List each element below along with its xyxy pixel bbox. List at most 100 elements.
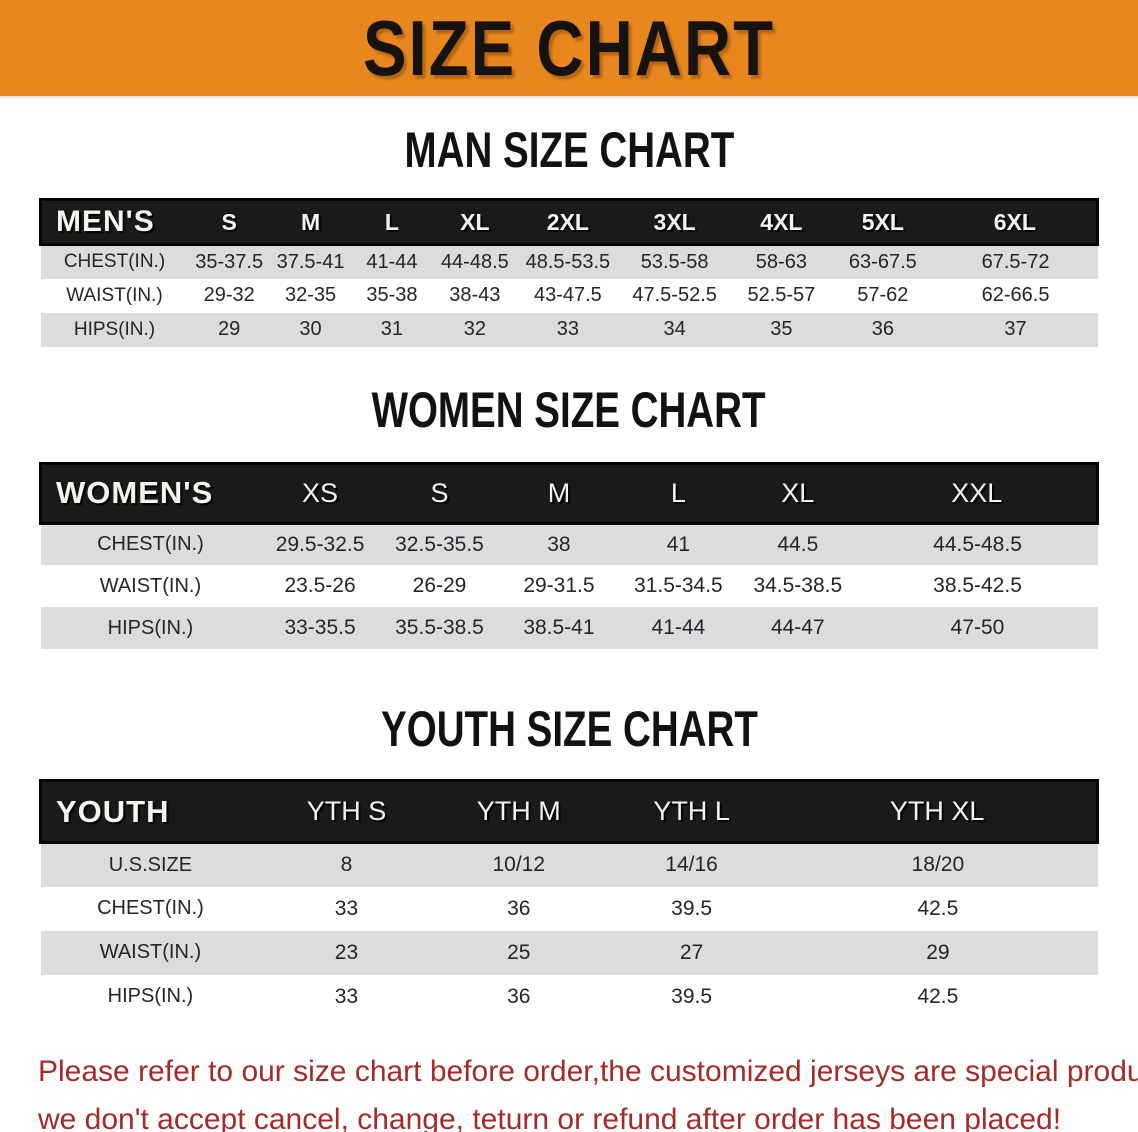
size-value: 33-35.5	[284, 616, 356, 639]
measure-row: WAIST(IN.) 29-32 32-35 35-38 38-43 43-47.5 47.…	[40, 278, 1098, 313]
size-value: 35.5-38.5	[395, 616, 484, 639]
size-value: 10/12	[492, 853, 546, 877]
size-value: 29.5-32.5	[275, 532, 365, 556]
measure-label: HIPS(IN.)	[107, 985, 194, 1007]
size-value: 37	[1004, 318, 1027, 340]
women-size-table: WOMEN'S XS S M L XL XXL CHEST(IN.) 29.5-32.5 32.5…	[39, 461, 1099, 649]
youth-section-heading: YOUTH SIZE CHART	[0, 704, 1138, 754]
size-column-header: L	[618, 461, 739, 525]
size-value: 34.5-38.5	[753, 574, 843, 597]
size-table-header-row: YOUTH YTH S YTH M YTH L YTH XL	[39, 779, 1100, 844]
size-column-header: XL	[432, 198, 518, 246]
size-column-header: 6XL	[933, 198, 1099, 246]
size-value: 23.5-26	[284, 574, 356, 597]
measure-label: WAIST(IN.)	[99, 574, 202, 597]
men-size-table: MEN'S S M L XL 2XL 3XL 4XL 5XL 6XL CHEST(IN.) 35-37…	[39, 198, 1099, 347]
size-value: 31.5-34.5	[634, 574, 723, 597]
measure-row: HIPS(IN.) 29 30 31 32 33 34 35 36 37	[40, 312, 1098, 347]
measure-label: WAIST(IN.)	[99, 941, 202, 963]
size-value: 58-63	[755, 250, 807, 273]
women-section-heading: WOMEN SIZE CHART	[0, 384, 1138, 434]
order-policy-note-line1: Please refer to our size chart before or…	[38, 1054, 1138, 1088]
size-table-header-row: WOMEN'S XS S M L XL XXL	[39, 461, 1099, 525]
size-column-header: S	[379, 461, 500, 525]
size-value: 47.5-52.5	[632, 284, 717, 306]
measure-row: WAIST(IN.) 23.5-26 26-29 29-31.5 31.5-34.5 34…	[40, 565, 1098, 607]
size-value: 35-38	[366, 284, 418, 306]
measure-label: HIPS(IN.)	[73, 318, 156, 340]
size-column-header: L	[351, 198, 433, 246]
size-value: 38.5-41	[523, 616, 595, 639]
size-value: 67.5-72	[981, 250, 1050, 273]
size-column-header: YTH M	[432, 779, 605, 844]
size-table-header-row: MEN'S S M L XL 2XL 3XL 4XL 5XL 6XL	[39, 198, 1099, 246]
size-value: 41	[666, 532, 691, 556]
size-value: 41-44	[366, 250, 418, 273]
size-value: 42.5	[917, 896, 959, 920]
size-column-header: M	[269, 198, 352, 246]
size-value: 29	[218, 318, 241, 340]
size-value: 29-32	[203, 284, 255, 306]
measure-row: U.S.SIZE 8 10/12 14/16 18/20	[40, 842, 1098, 887]
size-column-header: YTH L	[604, 779, 779, 844]
size-value: 31	[380, 318, 404, 340]
order-policy-note: Please refer to our size chart before or…	[0, 1048, 1138, 1132]
size-column-header: YTH XL	[778, 779, 1100, 844]
size-value: 32.5-35.5	[395, 532, 484, 556]
size-value: 44-48.5	[440, 250, 509, 273]
size-value: 33	[556, 318, 579, 340]
size-value: 35-37.5	[195, 250, 264, 273]
size-value: 53.5-58	[640, 250, 709, 273]
men-section-heading: MAN SIZE CHART	[0, 125, 1138, 175]
size-value: 30	[299, 318, 322, 340]
size-column-header: 5XL	[832, 198, 934, 246]
measure-label: CHEST(IN.)	[97, 897, 204, 919]
size-chart-banner: SIZE CHART	[0, 0, 1138, 98]
size-column-header: S	[188, 198, 270, 246]
men-section-heading-text: MAN SIZE CHART	[404, 121, 734, 178]
size-value: 41-44	[651, 616, 706, 639]
size-value: 35	[770, 318, 793, 340]
size-value: 38-43	[449, 284, 501, 306]
size-value: 34	[663, 318, 686, 340]
size-value: 38.5-42.5	[933, 574, 1022, 597]
size-value: 44.5-48.5	[933, 532, 1022, 556]
size-column-header: 2XL	[517, 198, 619, 246]
size-value: 37.5-41	[276, 250, 345, 273]
size-value: 14/16	[665, 853, 718, 877]
size-value: 33	[334, 896, 359, 920]
size-value: 8	[340, 853, 353, 877]
size-value: 32-35	[284, 284, 337, 306]
size-value: 62-66.5	[981, 284, 1050, 306]
measure-label: U.S.SIZE	[108, 853, 193, 876]
size-value: 63-67.5	[848, 250, 917, 273]
size-column-header: XS	[260, 461, 380, 525]
measure-row: HIPS(IN.) 33-35.5 35.5-38.5 38.5-41 41-44 44-…	[40, 607, 1098, 649]
measure-row: HIPS(IN.) 33 36 39.5 42.5	[40, 974, 1098, 1019]
size-value: 36	[507, 984, 531, 1008]
size-value: 42.5	[917, 984, 959, 1008]
size-value: 29	[926, 940, 950, 964]
size-value: 29-31.5	[523, 574, 595, 597]
size-value: 48.5-53.5	[525, 250, 611, 273]
size-column-header: XL	[738, 461, 858, 525]
size-value: 44.5	[777, 532, 819, 556]
order-policy-note-line2: we don't accept cancel, change, teturn o…	[38, 1102, 1062, 1132]
youth-section-heading-text: YOUTH SIZE CHART	[380, 700, 758, 757]
size-column-header: YTH S	[260, 779, 433, 844]
size-column-header: 4XL	[730, 198, 833, 246]
group-label: YOUTH	[39, 779, 261, 844]
size-value: 25	[507, 940, 531, 964]
size-value: 43-47.5	[533, 284, 602, 306]
size-value: 38	[547, 532, 571, 556]
measure-row: CHEST(IN.) 33 36 39.5 42.5	[40, 886, 1098, 931]
size-value: 23	[334, 940, 359, 964]
measure-label: WAIST(IN.)	[66, 284, 163, 306]
measure-label: HIPS(IN.)	[107, 616, 194, 639]
size-value: 36	[507, 896, 531, 920]
size-value: 47-50	[950, 616, 1005, 639]
measure-row: WAIST(IN.) 23 25 27 29	[40, 930, 1098, 975]
size-column-header: 3XL	[618, 198, 731, 246]
size-value: 32	[463, 318, 486, 340]
